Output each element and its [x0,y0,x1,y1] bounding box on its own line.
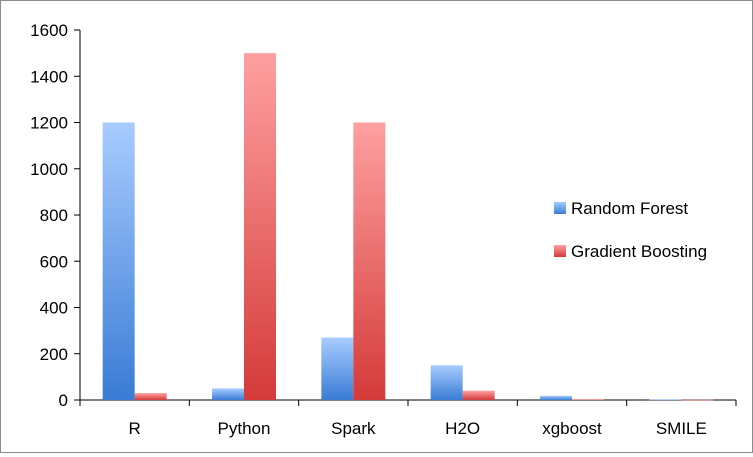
bar-random-forest [102,122,135,400]
y-tick-label: 1000 [30,160,68,179]
bar-random-forest [540,395,572,400]
legend-swatch-random-forest [554,202,566,214]
bar-random-forest [430,365,463,400]
legend: Random Forest Gradient Boosting [554,199,707,261]
y-tick-label: 1600 [30,21,68,40]
bar-gradient-boosting [681,399,714,401]
bar-random-forest [649,399,682,401]
axis-labels: 0 200 400 600 800 1000 1200 1400 1600 R Python Spar… [30,21,707,438]
y-tick-label: 400 [40,299,68,318]
bars [102,53,714,401]
y-tick-label: 1200 [30,114,68,133]
legend-label: Random Forest [571,199,688,218]
bar-random-forest [212,388,244,400]
y-tick-label: 0 [59,391,68,410]
bar-random-forest [321,337,354,400]
y-tick-label: 800 [40,206,68,225]
x-tick-label: Python [218,419,271,438]
x-tick-label: Spark [331,419,376,438]
y-tick-label: 200 [40,345,68,364]
bar-gradient-boosting [134,393,167,400]
bar-gradient-boosting [572,399,604,400]
legend-swatch-gradient-boosting [554,245,566,257]
x-tick-label: R [129,419,141,438]
bar-gradient-boosting [244,53,276,400]
y-tick-label: 600 [40,252,68,271]
x-tick-label: H2O [445,419,480,438]
y-tick-label: 1400 [30,67,68,86]
x-tick-label: xgboost [542,419,602,438]
legend-label: Gradient Boosting [571,242,707,261]
bar-gradient-boosting [353,122,386,400]
axes [74,29,737,406]
bar-gradient-boosting [462,390,495,400]
x-tick-label: SMILE [656,419,707,438]
